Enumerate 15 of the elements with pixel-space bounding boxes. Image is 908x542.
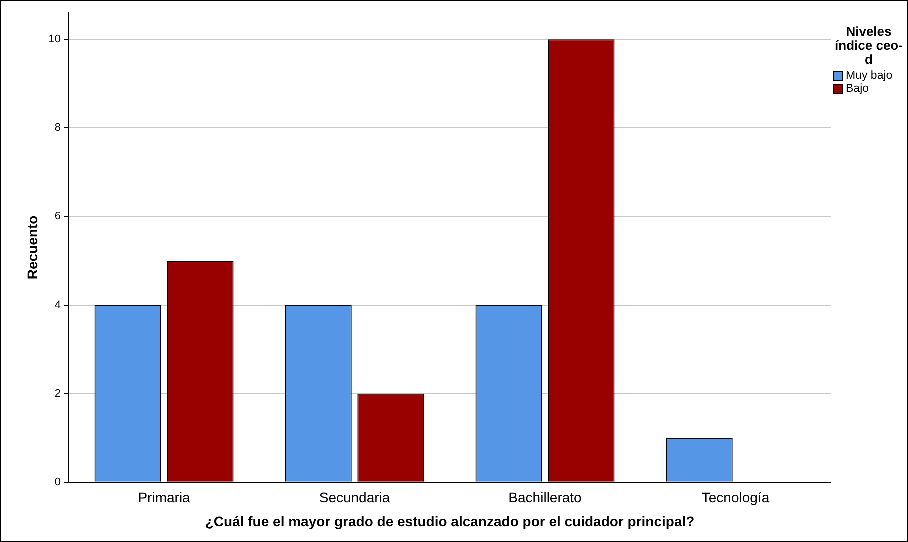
y-axis-title: Recuento <box>24 216 40 280</box>
legend-label: Bajo <box>846 82 870 94</box>
y-tick-label: 10 <box>48 34 62 46</box>
x-axis-title: ¿Cuál fue el mayor grado de estudio alcanzado por el cuidador principal? <box>205 513 695 530</box>
legend-label: Muy bajo <box>846 70 893 82</box>
x-tick-label: Secundaria <box>319 490 390 506</box>
x-tick-label: Primaria <box>138 490 191 506</box>
y-tick-label: 6 <box>54 210 62 223</box>
y-tick-label: 4 <box>54 299 62 312</box>
x-tick-label: Bachillerato <box>508 490 582 506</box>
legend-title: Niveles índice ceo-d <box>834 24 904 67</box>
x-tick-label: Tecnología <box>702 490 770 506</box>
y-tick-label: 0 <box>54 476 62 488</box>
y-tick-label: 2 <box>54 388 62 400</box>
y-tick-label: 8 <box>54 122 62 134</box>
